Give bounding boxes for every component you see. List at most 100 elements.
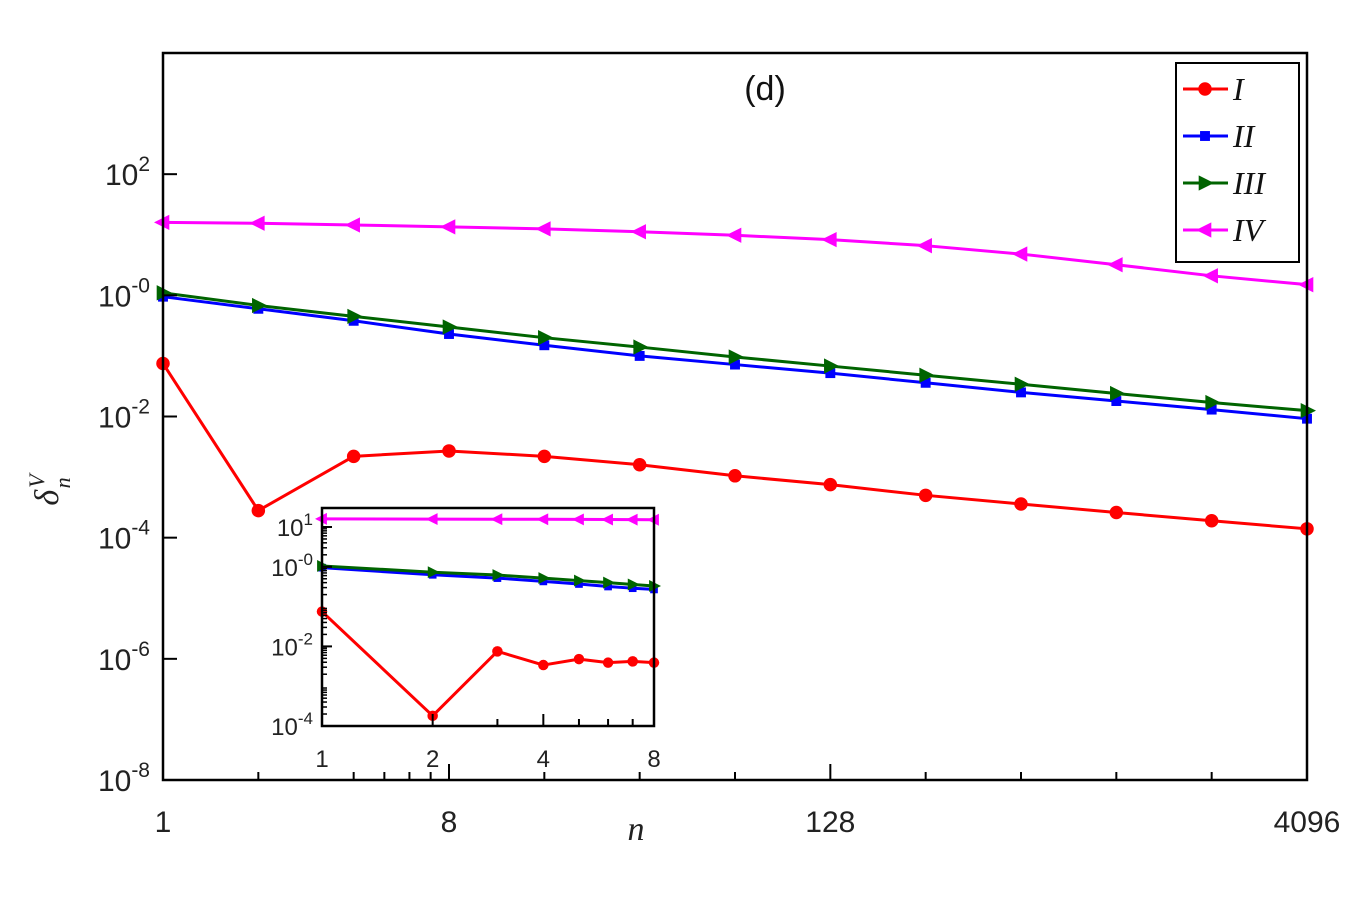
main-point-i xyxy=(346,449,361,464)
main-point-ii xyxy=(444,329,454,339)
inset-point-iv xyxy=(425,513,438,526)
inset-plot-frame xyxy=(320,506,656,728)
main-point-i xyxy=(823,477,838,492)
main-point-iii xyxy=(156,285,172,301)
legend-marker-iii xyxy=(1198,175,1214,191)
inset-series-iv xyxy=(315,512,659,526)
inset-x-tick-label: 8 xyxy=(647,746,660,773)
main-point-ii xyxy=(920,377,931,388)
inset-plot: 1 2 4 8 10-4 10-2 10-0 101 xyxy=(271,506,661,773)
main-point-iv xyxy=(821,232,837,248)
inset-y-tick-label: 10-2 xyxy=(271,629,313,661)
inset-point-iv xyxy=(490,513,503,526)
legend-label-ii: II xyxy=(1232,118,1256,154)
x-axis-label: n xyxy=(628,811,645,848)
main-point-iv xyxy=(249,215,265,231)
inset-x-tick-label: 4 xyxy=(537,746,550,773)
main-point-iv xyxy=(344,217,360,233)
main-point-i xyxy=(442,444,456,458)
legend-marker-i xyxy=(1198,82,1212,96)
main-point-i xyxy=(632,457,647,472)
inset-point-iv xyxy=(571,513,584,526)
legend-item-iv: IV xyxy=(1183,212,1267,248)
y-tick-label: 10-6 xyxy=(98,638,150,677)
main-series-iv xyxy=(154,214,1314,293)
inset-background xyxy=(322,508,654,726)
main-point-ii xyxy=(634,350,645,361)
legend-label-i: I xyxy=(1232,71,1245,107)
main-series-iii xyxy=(156,285,1316,419)
main-line-iii xyxy=(162,291,1308,413)
main-point-iv xyxy=(154,214,170,231)
inset-point-iii xyxy=(492,569,505,582)
y-tick-label: 10-4 xyxy=(98,517,150,556)
y-tick-label: 10-8 xyxy=(98,759,150,798)
main-point-iii xyxy=(1110,385,1126,402)
main-point-iv xyxy=(630,224,646,240)
main-point-i xyxy=(1204,514,1219,528)
main-point-iii xyxy=(728,349,744,365)
inset-y-tick-label: 101 xyxy=(277,510,313,542)
inset-point-i xyxy=(573,653,585,665)
legend-item-i: I xyxy=(1183,71,1245,107)
main-point-ii xyxy=(1111,396,1122,406)
inset-point-iii xyxy=(427,566,440,579)
main-point-i xyxy=(251,503,266,518)
x-axis-title: n xyxy=(628,811,645,848)
main-point-iv xyxy=(1012,246,1028,262)
inset-point-i xyxy=(627,656,638,667)
main-point-iv xyxy=(916,238,932,254)
main-point-ii xyxy=(539,340,550,351)
inset-point-i xyxy=(602,657,614,668)
main-point-iv xyxy=(1202,268,1218,284)
inset-point-iv xyxy=(625,513,638,526)
main-point-ii xyxy=(1016,387,1026,398)
inset-point-i xyxy=(538,659,549,671)
main-point-i xyxy=(728,469,742,483)
main-point-iii xyxy=(442,319,458,335)
main-point-iii xyxy=(1014,376,1030,392)
inset-y-tick-label: 10-4 xyxy=(271,709,313,741)
main-series-layer xyxy=(154,214,1316,536)
inset-x-tick-label: 2 xyxy=(426,746,439,773)
inset-series-iii xyxy=(317,559,661,592)
main-point-iii xyxy=(633,339,649,355)
x-tick-label: 8 xyxy=(441,806,458,839)
inset-ticks-layer: 1 2 4 8 10-4 10-2 10-0 101 xyxy=(271,510,661,773)
inset-point-iv xyxy=(601,513,613,526)
legend-item-iii: III xyxy=(1183,165,1266,201)
inset-point-iv xyxy=(536,513,549,526)
inset-point-iii xyxy=(627,578,640,591)
inset-point-ii xyxy=(604,582,612,591)
main-point-iii xyxy=(1205,394,1221,411)
main-point-iii xyxy=(1300,402,1316,419)
legend-marker-iv xyxy=(1196,222,1212,238)
main-point-i xyxy=(918,488,933,503)
inset-point-iii xyxy=(538,572,551,585)
main-point-iii xyxy=(919,367,935,383)
main-point-ii xyxy=(825,368,836,379)
main-point-iv xyxy=(726,227,742,243)
main-point-iii xyxy=(824,358,840,374)
main-point-iii xyxy=(538,330,554,346)
main-point-iv xyxy=(1298,277,1314,293)
main-point-i xyxy=(1014,497,1028,511)
inset-x-tick-label: 1 xyxy=(315,746,328,773)
legend-label-iii: III xyxy=(1232,165,1266,201)
inset-point-iii xyxy=(603,576,616,589)
inset-point-i xyxy=(492,646,503,657)
y-tick-label: 102 xyxy=(105,153,150,192)
y-axis-label: δVn xyxy=(24,472,75,506)
legend-marker-ii xyxy=(1200,131,1210,141)
main-point-iii xyxy=(347,308,363,324)
x-tick-label: 128 xyxy=(805,806,855,839)
main-point-iii xyxy=(252,297,268,314)
legend-item-ii: II xyxy=(1183,118,1256,154)
main-point-iv xyxy=(1107,257,1123,273)
inset-point-ii xyxy=(628,584,637,593)
main-point-iv xyxy=(535,221,551,237)
main-point-i xyxy=(1109,505,1124,520)
legend-label-iv: IV xyxy=(1232,212,1267,248)
